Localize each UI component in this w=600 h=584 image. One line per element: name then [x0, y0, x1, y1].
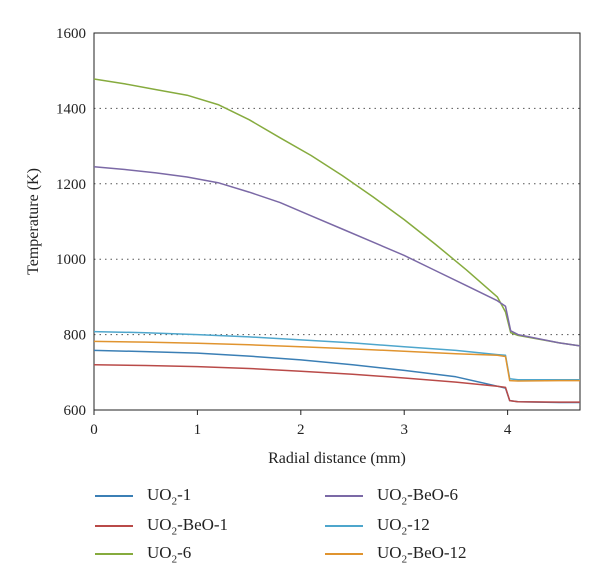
series-line-2 [93, 78, 581, 347]
plot-frame [93, 32, 581, 411]
chart-canvas: 600 800 1000 1200 1400 1600 0 1 2 3 4 Radial dista… [25, 26, 581, 467]
y-tick-label: 1400 [56, 101, 86, 117]
legend-item: UO2-BeO-12 [325, 543, 467, 565]
legend-label: UO2-6 [147, 543, 192, 566]
series-line-4 [93, 330, 580, 381]
chart-legend: UO2-1 UO2-BeO-6 UO2-BeO-1 UO2-12 UO2-6 UO2-Be… [0, 485, 600, 575]
legend-label: UO2-BeO-12 [377, 543, 467, 566]
legend-label: UO2-12 [377, 515, 430, 538]
axis-ticks: 600 800 1000 1200 1400 1600 0 1 2 3 4 [56, 26, 512, 438]
y-tick-label: 600 [64, 403, 87, 419]
legend-label: UO2-BeO-6 [377, 485, 459, 508]
y-tick-label: 1000 [56, 252, 86, 268]
legend-label: UO2-1 [147, 485, 192, 508]
y-tick-label: 1200 [56, 177, 86, 193]
series-line-5 [93, 340, 580, 382]
x-axis-label: Radial distance (mm) [268, 450, 406, 467]
x-tick-label: 0 [90, 422, 98, 438]
legend-item: UO2-BeO-6 [325, 485, 458, 507]
legend-item: UO2-1 [95, 485, 191, 507]
y-tick-label: 1600 [56, 26, 86, 42]
x-tick-label: 2 [297, 422, 305, 438]
legend-swatch [325, 525, 363, 528]
grid-lines [94, 107, 580, 336]
series-lines [93, 78, 581, 404]
x-tick-label: 4 [504, 422, 512, 438]
legend-swatch [95, 525, 133, 528]
legend-item: UO2-BeO-1 [95, 515, 228, 537]
legend-swatch [325, 553, 363, 556]
y-axis-label: Temperature (K) [25, 168, 42, 275]
legend-swatch [95, 495, 133, 498]
legend-swatch [325, 495, 363, 498]
legend-swatch [95, 553, 133, 556]
series-line-1 [93, 364, 580, 403]
x-tick-label: 3 [400, 422, 408, 438]
x-tick-label: 1 [194, 422, 202, 438]
legend-label: UO2-BeO-1 [147, 515, 229, 538]
y-tick-label: 800 [64, 328, 87, 344]
legend-item: UO2-6 [95, 543, 191, 565]
series-line-3 [93, 166, 581, 347]
legend-item: UO2-12 [325, 515, 430, 537]
